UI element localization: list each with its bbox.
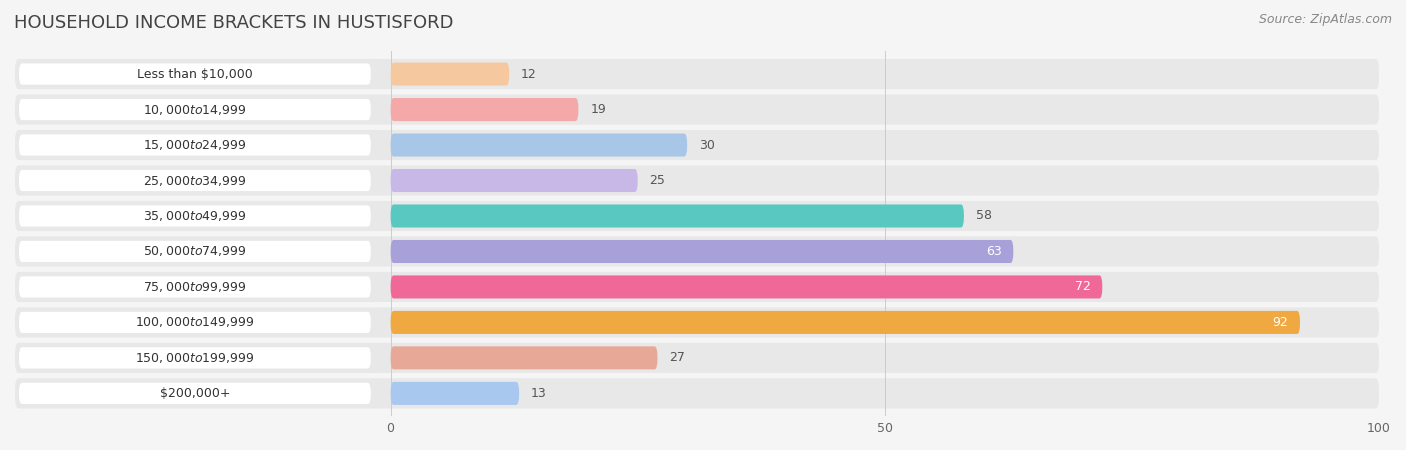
Text: Less than $10,000: Less than $10,000 [136,68,253,81]
FancyBboxPatch shape [18,135,371,156]
FancyBboxPatch shape [391,204,965,228]
Text: 25: 25 [650,174,665,187]
FancyBboxPatch shape [391,63,509,86]
Text: $100,000 to $149,999: $100,000 to $149,999 [135,315,254,329]
Text: 92: 92 [1272,316,1288,329]
FancyBboxPatch shape [15,130,1379,160]
FancyBboxPatch shape [391,169,638,192]
FancyBboxPatch shape [15,94,1379,125]
Text: $35,000 to $49,999: $35,000 to $49,999 [143,209,246,223]
Text: 63: 63 [986,245,1001,258]
FancyBboxPatch shape [15,343,1379,373]
FancyBboxPatch shape [18,241,371,262]
FancyBboxPatch shape [18,63,371,85]
FancyBboxPatch shape [18,383,371,404]
FancyBboxPatch shape [18,347,371,369]
Text: $50,000 to $74,999: $50,000 to $74,999 [143,244,246,258]
Text: HOUSEHOLD INCOME BRACKETS IN HUSTISFORD: HOUSEHOLD INCOME BRACKETS IN HUSTISFORD [14,14,454,32]
Text: 30: 30 [699,139,714,152]
Text: $75,000 to $99,999: $75,000 to $99,999 [143,280,246,294]
FancyBboxPatch shape [391,98,578,121]
Text: $200,000+: $200,000+ [160,387,231,400]
Text: $150,000 to $199,999: $150,000 to $199,999 [135,351,254,365]
FancyBboxPatch shape [18,170,371,191]
FancyBboxPatch shape [391,240,1014,263]
FancyBboxPatch shape [15,201,1379,231]
Text: $15,000 to $24,999: $15,000 to $24,999 [143,138,246,152]
FancyBboxPatch shape [391,275,1102,298]
FancyBboxPatch shape [15,307,1379,338]
FancyBboxPatch shape [18,205,371,227]
Text: $25,000 to $34,999: $25,000 to $34,999 [143,174,246,188]
FancyBboxPatch shape [391,382,519,405]
FancyBboxPatch shape [391,134,688,157]
FancyBboxPatch shape [15,59,1379,89]
Text: 27: 27 [669,351,685,364]
FancyBboxPatch shape [18,312,371,333]
Text: 13: 13 [531,387,547,400]
FancyBboxPatch shape [15,272,1379,302]
Text: Source: ZipAtlas.com: Source: ZipAtlas.com [1258,14,1392,27]
Text: 19: 19 [591,103,606,116]
FancyBboxPatch shape [391,346,658,369]
FancyBboxPatch shape [15,236,1379,266]
Text: $10,000 to $14,999: $10,000 to $14,999 [143,103,246,117]
Text: 58: 58 [976,210,991,222]
Text: 72: 72 [1074,280,1091,293]
FancyBboxPatch shape [15,166,1379,196]
FancyBboxPatch shape [18,276,371,297]
FancyBboxPatch shape [15,378,1379,409]
Text: 12: 12 [522,68,537,81]
FancyBboxPatch shape [18,99,371,120]
FancyBboxPatch shape [391,311,1301,334]
